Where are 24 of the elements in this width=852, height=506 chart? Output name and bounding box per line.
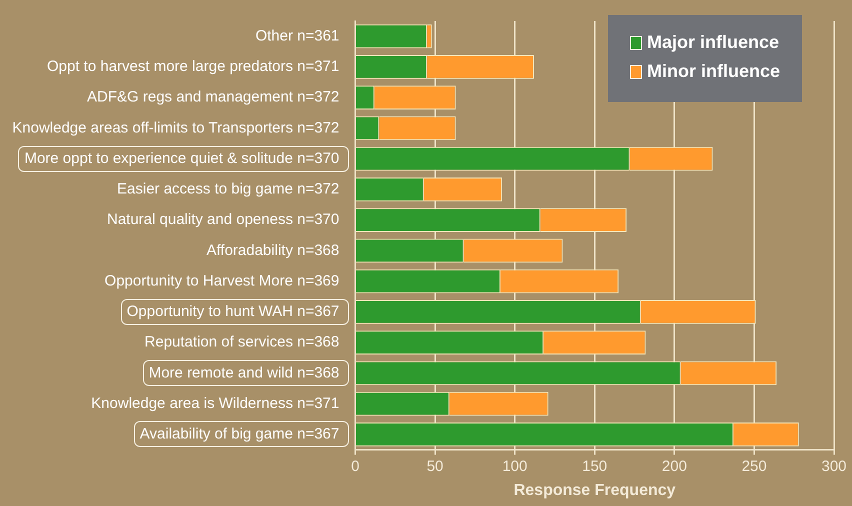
y-tick-label: More oppt to experience quiet & solitude n=370 xyxy=(24,150,340,167)
x-tick-label: 200 xyxy=(662,458,687,475)
x-tick-label: 50 xyxy=(426,458,444,475)
y-tick-label: Reputation of services n=368 xyxy=(144,334,340,351)
x-tick-label: 250 xyxy=(742,458,767,475)
x-tick-label: 300 xyxy=(821,458,847,475)
y-tick-label: Knowledge areas off-limits to Transporters n=372 xyxy=(12,119,340,136)
x-tick-label: 150 xyxy=(582,458,608,475)
legend-label: Minor influence xyxy=(646,61,780,82)
x-axis-title: Response Frequency xyxy=(514,482,676,499)
y-tick-label: Availability of big game n=367 xyxy=(140,426,340,443)
y-tick-label: Oppt to harvest more large predators n=371 xyxy=(46,58,340,76)
y-tick-label: Opportunity to hunt WAH n=367 xyxy=(126,303,340,320)
y-tick-label: Afforadability n=368 xyxy=(206,242,340,259)
x-tick-label: 0 xyxy=(351,458,360,475)
y-tick-label: ADF&G regs and management n=372 xyxy=(87,88,340,106)
y-tick-label: Opportunity to Harvest More n=369 xyxy=(104,272,340,290)
y-tick-label: More remote and wild n=368 xyxy=(148,364,340,382)
y-tick-label: Natural quality and openess n=370 xyxy=(106,211,340,228)
y-tick-label: Easier access to big game n=372 xyxy=(117,180,340,198)
legend-label: Major influence xyxy=(646,32,780,53)
x-tick-label: 100 xyxy=(502,458,528,475)
y-tick-label: Knowledge area is Wilderness n=371 xyxy=(91,395,340,412)
y-tick-label: Other n=361 xyxy=(255,27,340,44)
